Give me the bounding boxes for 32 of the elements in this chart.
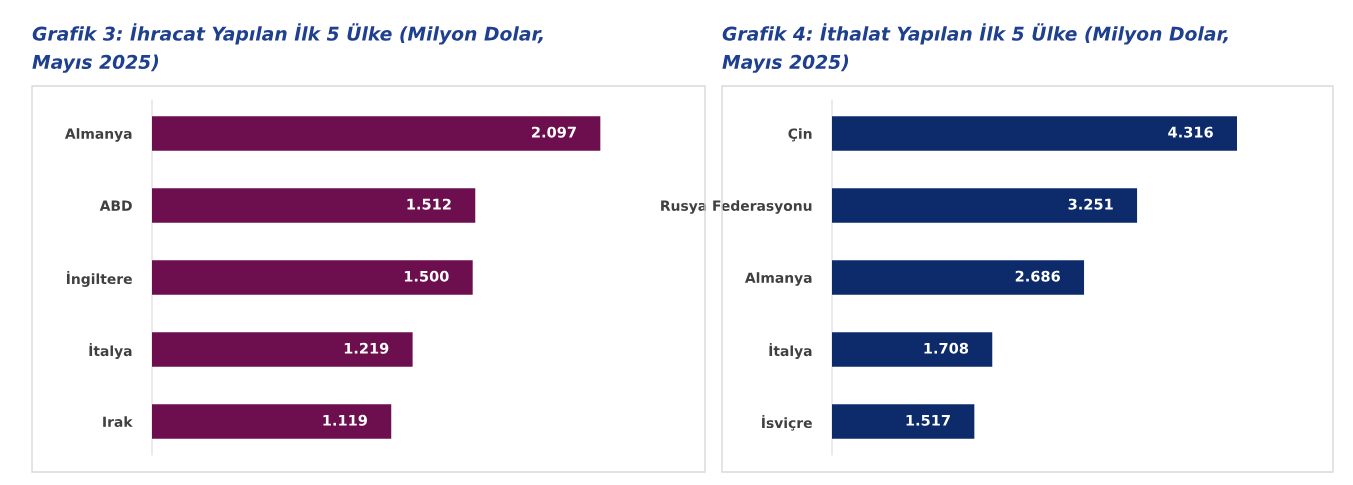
- y-tick-label: İngiltere: [66, 271, 132, 287]
- data-label: 2.686: [1015, 270, 1060, 282]
- data-label: 1.219: [344, 342, 389, 354]
- y-tick-label: Almanya: [64, 128, 132, 142]
- chart-title: Grafik 4: İthalat Yapılan İlk 5 Ülke (Milyon Dolar, Mayıs 2025): [722, 23, 1228, 73]
- bar: [832, 116, 1237, 151]
- bar: [152, 260, 473, 295]
- bar: [832, 404, 975, 439]
- y-tick-label: İtalya: [769, 343, 812, 359]
- data-label: 1.500: [404, 270, 449, 282]
- bar: [152, 188, 476, 223]
- bar: [152, 116, 601, 151]
- bar: [152, 404, 392, 439]
- data-label: 1.512: [407, 198, 451, 210]
- bar: [152, 332, 413, 367]
- bar: [832, 188, 1138, 223]
- data-label: 1.517: [906, 414, 950, 426]
- bar: [832, 332, 993, 367]
- y-tick-label: Çin: [788, 128, 812, 142]
- y-tick-label: ABD: [99, 200, 132, 211]
- y-tick-label: Irak: [103, 416, 133, 428]
- data-label: 2.097: [532, 126, 576, 138]
- data-label: 3.251: [1068, 198, 1113, 210]
- data-label: 4.316: [1168, 126, 1213, 138]
- data-label: 1.119: [323, 414, 367, 426]
- bar: [832, 260, 1085, 295]
- y-tick-label: Almanya: [744, 272, 812, 286]
- y-tick-label: Rusya Federasyonu: [661, 200, 812, 214]
- chart-title: Grafik 3: İhracat Yapılan İlk 5 Ülke (Milyon Dolar, Mayıs 2025): [32, 23, 543, 73]
- data-label: 1.708: [924, 342, 969, 354]
- y-tick-label: İtalya: [89, 343, 132, 359]
- y-tick-label: İsviçre: [762, 415, 812, 431]
